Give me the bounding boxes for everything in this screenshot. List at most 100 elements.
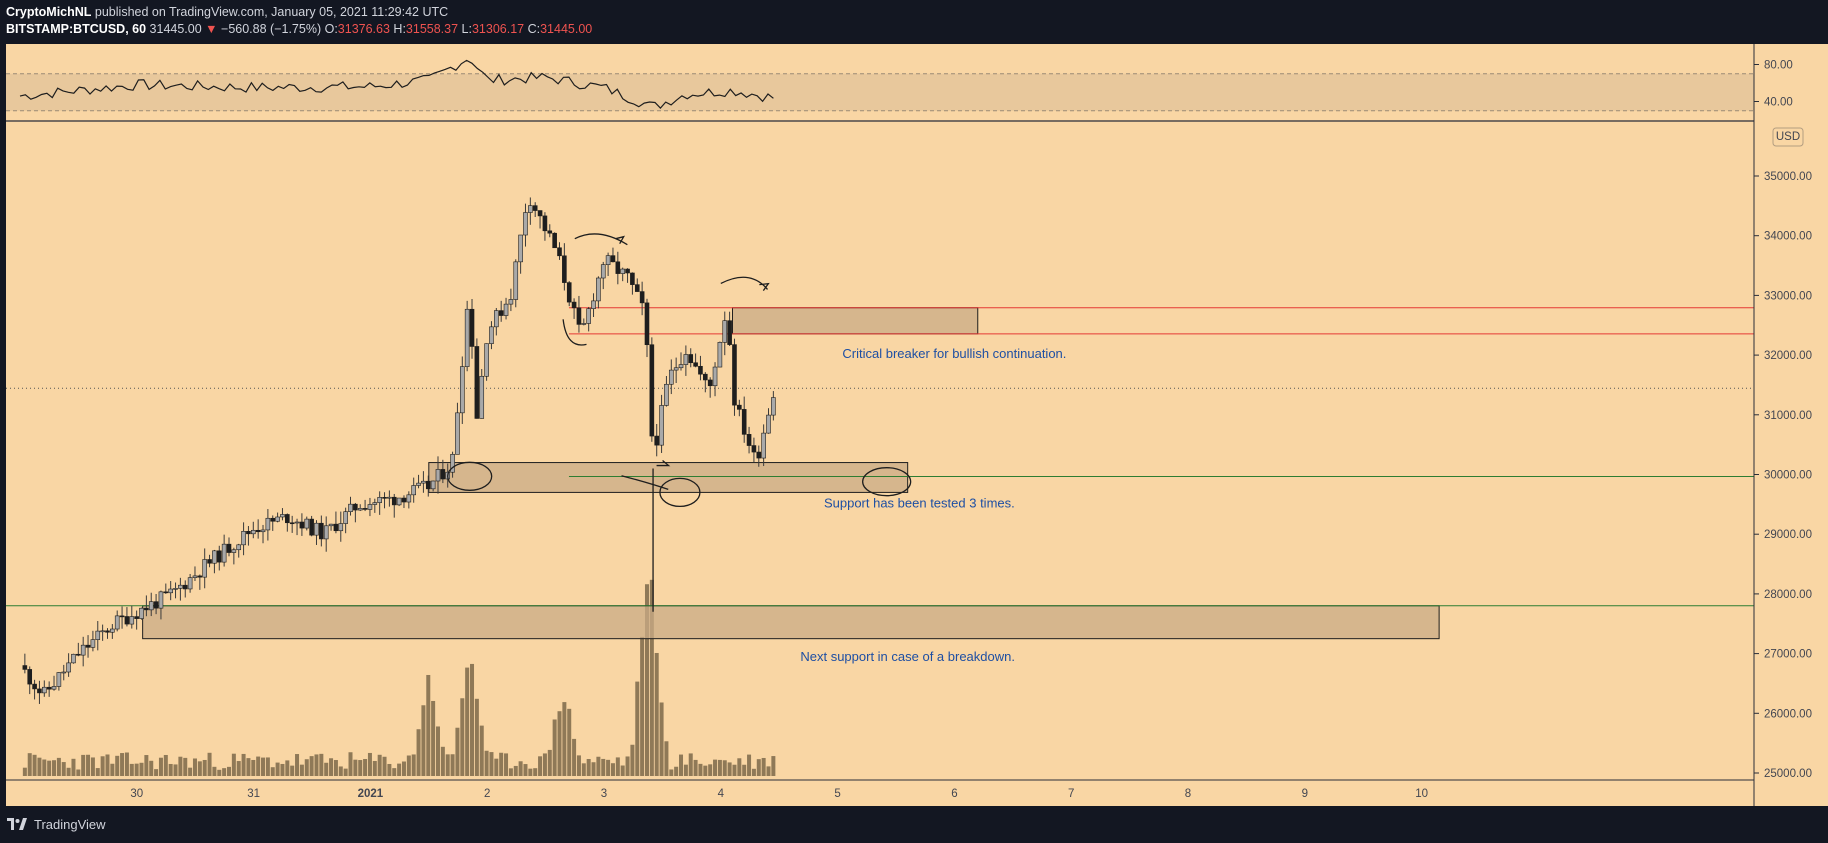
volume-bar bbox=[669, 769, 674, 776]
bull-candle bbox=[416, 482, 421, 486]
last-price: 31445.00 bbox=[149, 22, 202, 36]
bull-candle bbox=[202, 559, 207, 578]
volume-bar bbox=[309, 756, 314, 776]
volume-bar bbox=[261, 757, 266, 776]
high-label: H: bbox=[393, 22, 406, 36]
volume-bar bbox=[610, 763, 615, 776]
bear-candle bbox=[644, 302, 650, 346]
bull-candle bbox=[406, 494, 412, 503]
volume-bar bbox=[771, 756, 776, 776]
volume-bar bbox=[144, 755, 149, 776]
bear-candle bbox=[182, 584, 188, 590]
volume-bar bbox=[56, 757, 61, 776]
volume-bar bbox=[644, 584, 649, 776]
bull-candle bbox=[66, 662, 71, 673]
bear-candle bbox=[625, 268, 630, 274]
oscillator-band bbox=[6, 73, 1754, 111]
price-axis[interactable] bbox=[1754, 44, 1828, 806]
volume-bar bbox=[124, 752, 129, 776]
price-tick-label: 34000.00 bbox=[1764, 231, 1812, 243]
volume-bar bbox=[465, 667, 470, 776]
bull-candle bbox=[221, 543, 227, 563]
bull-candle bbox=[328, 523, 334, 527]
bull-candle bbox=[56, 672, 62, 687]
bear-candle bbox=[474, 346, 480, 419]
volume-bar bbox=[353, 759, 358, 776]
candles bbox=[22, 197, 776, 704]
symbol-label[interactable]: BITSTAMP:BTCUSD, 60 bbox=[6, 22, 147, 36]
volume-bar bbox=[397, 763, 402, 776]
bull-candle bbox=[586, 308, 591, 324]
volume-bar bbox=[37, 757, 42, 776]
close-value: 31445.00 bbox=[540, 22, 593, 36]
volume-bar bbox=[722, 760, 727, 776]
bear-candle bbox=[285, 514, 290, 524]
bull-candle bbox=[168, 588, 173, 594]
bull-candle bbox=[766, 414, 771, 434]
bear-candle bbox=[576, 307, 582, 325]
author-name[interactable]: CryptoMichNL bbox=[6, 5, 92, 19]
bull-candle bbox=[620, 268, 625, 274]
bear-candle bbox=[732, 344, 737, 406]
volume-bar bbox=[275, 762, 280, 776]
volume-bar bbox=[299, 764, 304, 776]
bull-candle bbox=[250, 529, 256, 535]
publish-line: CryptoMichNL published on TradingView.co… bbox=[6, 4, 592, 21]
volume-bar bbox=[183, 757, 188, 776]
volume-bar bbox=[727, 762, 732, 776]
bear-candle bbox=[246, 531, 251, 535]
bear-candle bbox=[425, 480, 431, 490]
volume-bar bbox=[197, 761, 202, 776]
volume-bar bbox=[654, 652, 659, 776]
bear-candle bbox=[197, 575, 203, 578]
zones bbox=[142, 307, 1440, 640]
bull-candle bbox=[712, 366, 718, 387]
bear-candle bbox=[537, 210, 543, 217]
bull-candle bbox=[513, 261, 519, 300]
bull-candle bbox=[187, 577, 193, 590]
time-tick-label: 5 bbox=[834, 788, 840, 800]
bull-candle bbox=[668, 369, 674, 385]
bull-candle bbox=[129, 616, 135, 625]
bear-candle bbox=[105, 630, 110, 633]
volume-bar bbox=[455, 727, 460, 776]
bull-candle bbox=[280, 514, 285, 518]
bull-candle bbox=[459, 366, 465, 414]
bear-candle bbox=[654, 435, 660, 446]
time-axis-labels: 30 31 2021 2 3 4 5 6 7 8 9 10 bbox=[130, 788, 1428, 800]
bull-candle bbox=[396, 497, 402, 506]
bear-candle bbox=[707, 379, 713, 387]
tradingview-logo-icon[interactable] bbox=[6, 817, 28, 831]
bull-candle bbox=[343, 511, 348, 524]
circle-mark bbox=[659, 477, 701, 508]
bull-candle bbox=[71, 653, 76, 664]
bull-candle bbox=[51, 686, 57, 690]
volume-bar bbox=[173, 764, 178, 776]
volume-bar bbox=[460, 698, 465, 776]
bear-candle bbox=[440, 469, 446, 480]
volume-bar bbox=[421, 705, 426, 776]
volume-bar bbox=[285, 760, 290, 776]
bear-candle bbox=[557, 247, 562, 257]
volume-bar bbox=[120, 753, 125, 776]
volume-bar bbox=[489, 752, 494, 776]
time-tick-label: 8 bbox=[1185, 788, 1191, 800]
volume-bar bbox=[761, 757, 766, 776]
volume-bar bbox=[557, 711, 562, 776]
price-tick-label: 29000.00 bbox=[1764, 529, 1812, 541]
volume-bar bbox=[47, 760, 52, 776]
volume-bar bbox=[591, 762, 596, 776]
bear-candle bbox=[134, 616, 139, 619]
price-tick-label: 26000.00 bbox=[1764, 708, 1812, 720]
bull-candle bbox=[158, 591, 164, 609]
bull-candle bbox=[771, 397, 776, 416]
bear-candle bbox=[76, 653, 81, 656]
oscillator-tick-label: 80.00 bbox=[1764, 60, 1793, 72]
volume-bar bbox=[110, 763, 115, 776]
bull-candle bbox=[479, 375, 485, 419]
tradingview-brand[interactable]: TradingView bbox=[34, 816, 106, 832]
volume-bar bbox=[163, 754, 168, 776]
bull-candle bbox=[231, 549, 237, 553]
bull-candle bbox=[348, 503, 353, 513]
